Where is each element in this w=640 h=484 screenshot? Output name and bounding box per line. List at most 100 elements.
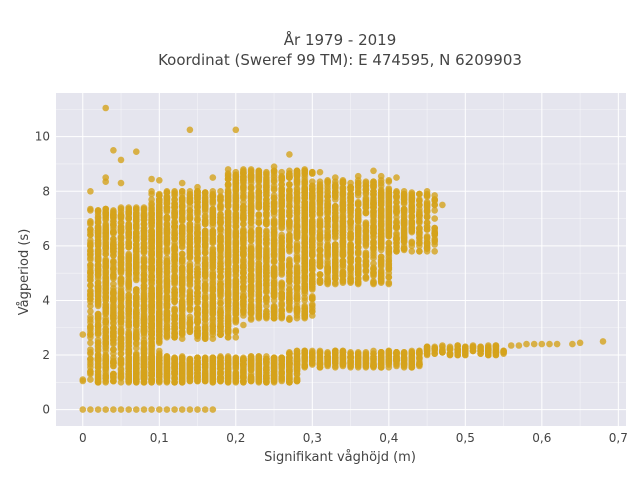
- data-point: [179, 215, 186, 222]
- data-point: [156, 288, 163, 295]
- data-point: [102, 329, 109, 336]
- data-point: [217, 211, 224, 218]
- data-point: [179, 305, 186, 312]
- data-point: [301, 278, 308, 285]
- data-point: [194, 324, 201, 331]
- data-point: [217, 311, 224, 318]
- data-point: [294, 195, 301, 202]
- data-point: [363, 195, 370, 202]
- data-point: [386, 281, 393, 288]
- data-point: [133, 262, 140, 269]
- data-point: [87, 303, 94, 310]
- data-point: [133, 270, 140, 277]
- data-point: [347, 249, 354, 256]
- data-point: [87, 368, 94, 375]
- data-point: [263, 183, 270, 190]
- data-point: [156, 305, 163, 312]
- data-point: [248, 275, 255, 282]
- data-point: [125, 251, 132, 258]
- data-point: [309, 251, 316, 258]
- data-point: [386, 264, 393, 271]
- data-point: [141, 221, 148, 228]
- data-point: [294, 264, 301, 271]
- data-point: [347, 198, 354, 205]
- data-point: [125, 267, 132, 274]
- data-point: [317, 223, 324, 230]
- data-point: [95, 357, 102, 364]
- data-point: [156, 221, 163, 228]
- data-point: [110, 340, 117, 347]
- data-point: [248, 169, 255, 176]
- data-point: [301, 204, 308, 211]
- data-point: [87, 293, 94, 300]
- data-point: [202, 204, 209, 211]
- data-point: [118, 379, 125, 386]
- data-point: [217, 318, 224, 325]
- data-point: [202, 237, 209, 244]
- data-point: [240, 166, 247, 173]
- data-point: [355, 202, 362, 209]
- data-point: [347, 180, 354, 187]
- data-point: [263, 249, 270, 256]
- data-point: [210, 237, 217, 244]
- data-point: [324, 260, 331, 267]
- data-point: [156, 199, 163, 206]
- data-point: [87, 270, 94, 277]
- data-point: [217, 219, 224, 226]
- data-point: [102, 304, 109, 311]
- data-point: [370, 191, 377, 198]
- data-point: [210, 288, 217, 295]
- data-point: [286, 256, 293, 263]
- data-point: [133, 331, 140, 338]
- data-point: [263, 294, 270, 301]
- data-point: [148, 300, 155, 307]
- data-point: [164, 260, 171, 267]
- data-point: [133, 315, 140, 322]
- data-point: [110, 312, 117, 319]
- data-point: [148, 196, 155, 203]
- data-point: [309, 221, 316, 228]
- data-point: [87, 255, 94, 262]
- data-point: [278, 196, 285, 203]
- data-point: [179, 299, 186, 306]
- data-point: [156, 259, 163, 266]
- data-point: [355, 222, 362, 229]
- data-point: [347, 266, 354, 273]
- data-point: [141, 207, 148, 214]
- data-point: [301, 308, 308, 315]
- data-point: [179, 198, 186, 205]
- data-point: [363, 243, 370, 250]
- data-point: [271, 183, 278, 190]
- data-point: [179, 286, 186, 293]
- data-point: [225, 228, 232, 235]
- data-point: [332, 222, 339, 229]
- data-point: [278, 174, 285, 181]
- data-point: [370, 269, 377, 276]
- data-point: [118, 256, 125, 263]
- data-point: [286, 203, 293, 210]
- data-point: [102, 278, 109, 285]
- data-point: [141, 266, 148, 273]
- data-point: [187, 233, 194, 240]
- data-point: [278, 314, 285, 321]
- data-point: [95, 312, 102, 319]
- data-point: [240, 308, 247, 315]
- data-point: [87, 237, 94, 244]
- data-point: [133, 289, 140, 296]
- data-point: [210, 191, 217, 198]
- data-point: [363, 222, 370, 229]
- data-point: [87, 229, 94, 236]
- data-point: [271, 208, 278, 215]
- data-point: [210, 200, 217, 207]
- data-point: [87, 221, 94, 228]
- data-point: [263, 228, 270, 235]
- data-point: [102, 248, 109, 255]
- data-point: [202, 285, 209, 292]
- data-point: [294, 255, 301, 262]
- data-point: [171, 211, 178, 218]
- data-point: [118, 275, 125, 282]
- data-point: [217, 293, 224, 300]
- data-point: [355, 230, 362, 237]
- data-point: [171, 223, 178, 230]
- data-point: [255, 233, 262, 240]
